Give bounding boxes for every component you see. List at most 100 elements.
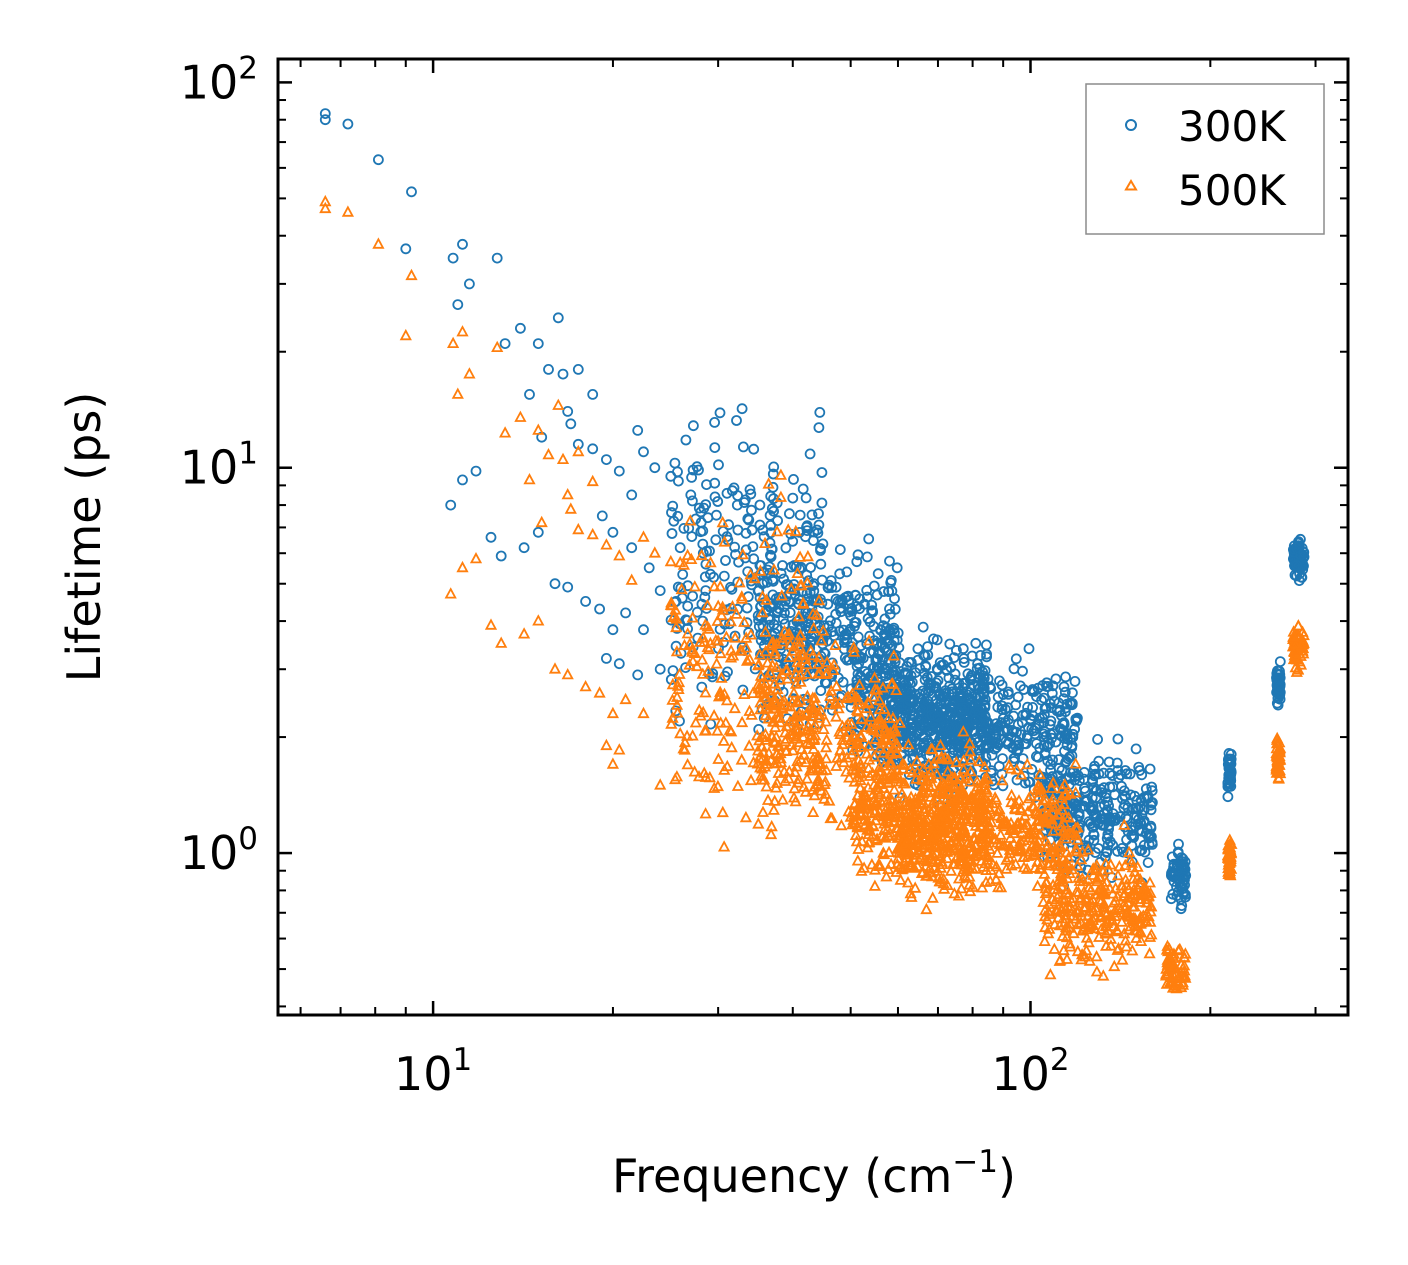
data-point-500k [1060,883,1074,895]
legend-marker-300k [1125,119,1137,131]
data-point-300k [613,658,625,670]
data-point-500k [1116,953,1129,965]
data-point-300k [732,603,743,615]
data-point-300k [1274,693,1286,705]
data-point-500k [1099,939,1113,951]
data-point-300k [1102,796,1113,807]
data-point-500k [469,552,483,564]
data-point-300k [728,482,740,494]
data-point-500k [795,578,808,591]
data-point-500k [670,770,684,782]
data-point-300k [979,699,991,711]
data-point-500k [1100,875,1113,887]
data-point-500k [1287,629,1300,642]
data-point-300k [818,620,830,631]
data-point-500k [491,340,504,352]
data-point-500k [1012,794,1026,806]
data-point-300k [1092,734,1103,745]
data-point-500k [897,758,910,770]
data-point-500k [586,474,599,487]
data-point-500k [1120,878,1133,890]
data-point-300k [319,114,331,126]
data-point-500k [1070,829,1083,841]
data-point-300k [1067,728,1079,740]
data-point-300k [872,568,884,580]
data-point-300k [894,657,906,669]
data-point-500k [760,780,773,792]
data-point-500k [561,488,574,500]
data-point-500k [1071,918,1085,930]
data-point-300k [666,528,678,539]
data-point-500k [782,627,796,639]
data-point-300k [917,621,929,633]
data-point-500k [787,791,801,803]
data-point-300k [491,252,503,264]
data-point-500k [1273,744,1286,756]
data-point-500k [1127,887,1140,899]
data-point-300k [687,464,699,476]
data-point-300k [587,443,599,455]
data-point-500k [1079,887,1092,900]
data-point-500k [1031,879,1044,891]
data-point-500k [755,773,768,785]
data-point-500k [1090,887,1104,900]
data-point-500k [852,842,865,854]
data-point-500k [1052,807,1065,819]
data-point-500k [771,756,784,768]
data-point-300k [447,252,459,264]
data-point-300k [319,108,331,119]
data-point-300k [677,569,689,580]
data-point-500k [789,677,803,689]
data-point-500k [593,686,606,698]
data-point-500k [1060,861,1073,874]
data-point-300k [1271,672,1283,684]
data-point-300k [814,406,826,418]
data-point-500k [841,690,855,702]
data-point-500k [957,762,970,774]
data-point-300k [1010,699,1022,711]
data-point-500k [812,650,826,663]
data-point-300k [871,589,883,601]
data-point-500k [994,881,1008,893]
data-point-300k [970,637,982,649]
data-point-300k [970,714,981,726]
data-point-500k [738,615,751,627]
data-point-500k [888,768,902,780]
data-point-500k [948,887,961,899]
data-point-500k [767,803,780,815]
data-point-500k [1077,901,1091,913]
data-point-500k [686,611,699,623]
data-point-500k [954,835,967,847]
data-point-500k [761,656,774,668]
data-point-500k [1020,818,1033,830]
data-point-500k [1223,864,1236,876]
data-point-500k [1224,850,1237,862]
data-point-500k [883,807,896,820]
data-point-300k [945,706,957,718]
data-point-500k [735,715,749,728]
data-point-500k [1030,841,1044,853]
data-point-300k [974,662,986,674]
legend-label-300k: 300K [1178,102,1287,151]
data-point-300k [826,582,838,593]
data-point-500k [523,473,536,485]
data-point-500k [517,627,531,639]
data-point-500k [833,725,846,737]
data-point-500k [495,636,508,648]
data-point-300k [342,118,354,130]
data-point-500k [901,876,915,888]
data-point-500k [760,754,773,766]
data-point-500k [1046,792,1059,804]
data-point-300k [1024,776,1036,788]
data-point-500k [981,826,995,838]
data-point-500k [1113,901,1126,913]
data-point-500k [868,750,881,762]
data-point-500k [752,817,765,829]
data-point-500k [794,675,807,687]
data-point-500k [790,732,803,744]
data-point-500k [854,781,867,793]
data-point-300k [445,499,457,511]
data-point-500k [743,739,756,751]
data-point-500k [909,792,922,804]
data-point-500k [943,844,957,856]
